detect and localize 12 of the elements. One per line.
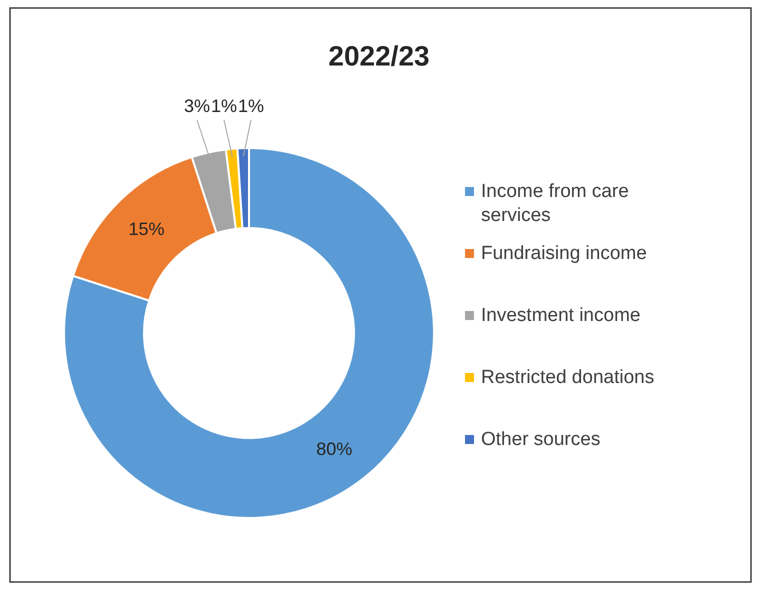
data-label: 3% [184, 96, 210, 116]
data-label: 1% [238, 96, 264, 116]
legend-label: Restricted donations [481, 367, 654, 388]
donut-slice [63, 147, 435, 519]
legend-label: Income from care services [481, 181, 629, 226]
data-label: 15% [128, 219, 164, 240]
data-label: 80% [316, 439, 352, 460]
legend-label: Other sources [481, 429, 600, 450]
legend-label: Investment income [481, 305, 640, 326]
data-label: 1% [210, 96, 238, 116]
legend-label: Fundraising income [481, 243, 647, 264]
chart-title: 2022/23 [328, 40, 430, 72]
